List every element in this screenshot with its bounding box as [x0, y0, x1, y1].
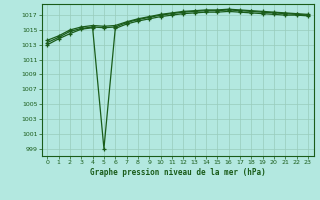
X-axis label: Graphe pression niveau de la mer (hPa): Graphe pression niveau de la mer (hPa)	[90, 168, 266, 177]
